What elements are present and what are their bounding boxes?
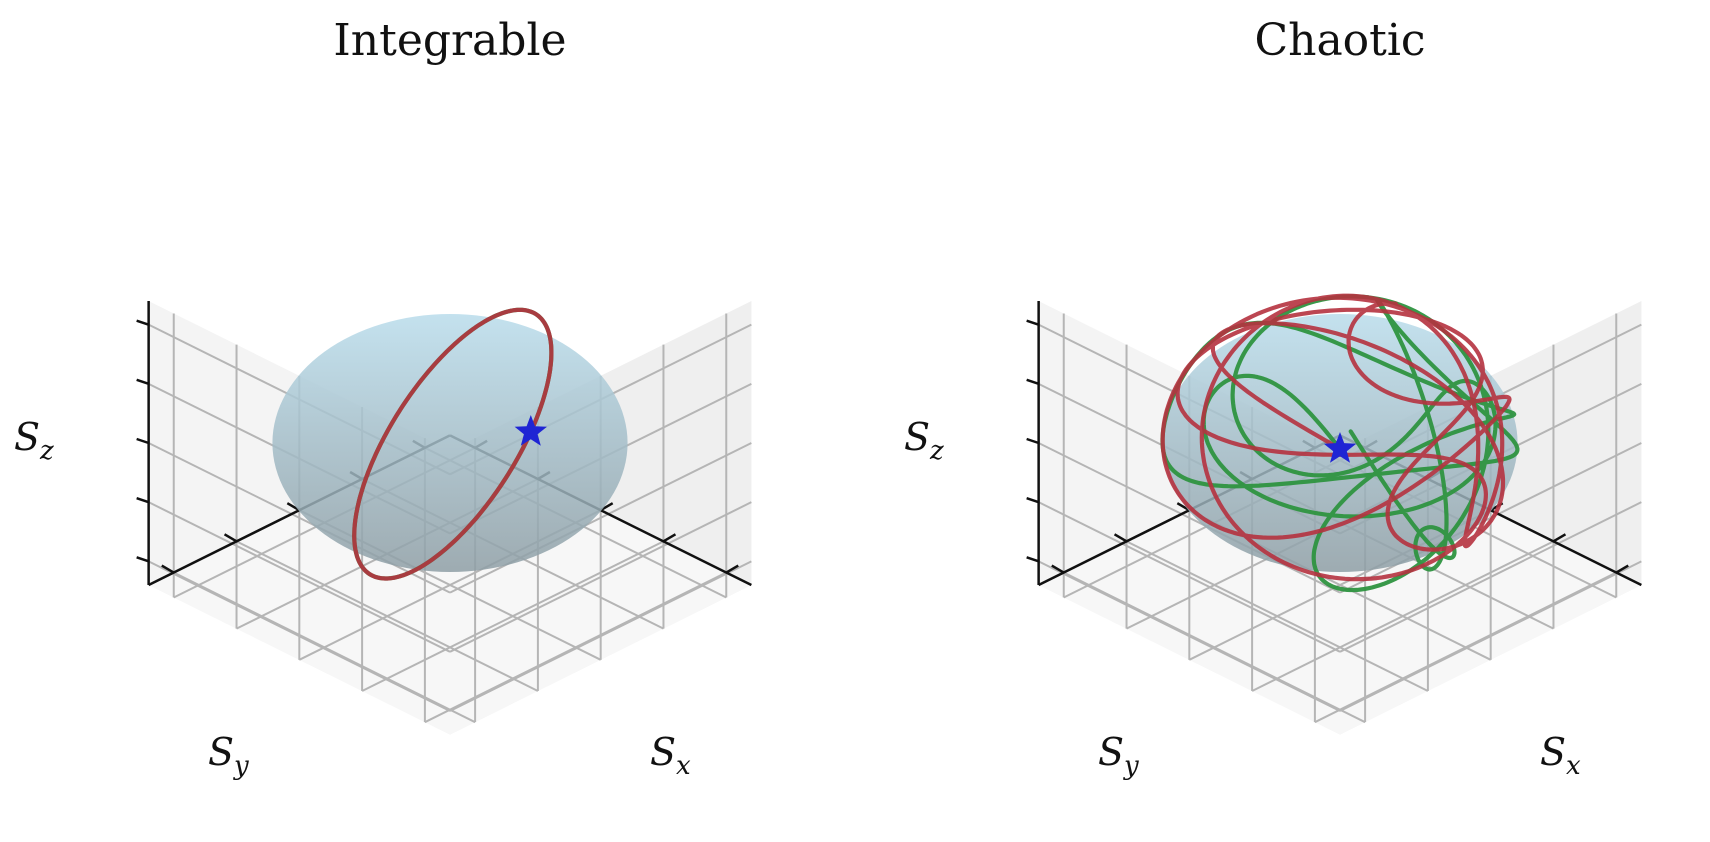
panel-title-chaotic: Chaotic [1254,15,1425,66]
x-axis-tick [1615,564,1629,574]
y-axis-tick [1176,502,1190,512]
z-axis-label-chaotic: Sz [904,415,944,466]
start-point-marker [514,415,547,446]
trajectory-green [1160,294,1520,593]
panel-integrable [136,301,752,735]
grid-line [1038,442,1341,594]
y-axis-tick [1113,533,1128,543]
grid-line [148,442,451,594]
z-axis-tick [1026,437,1040,445]
z-axis-tick [1026,496,1040,504]
y-axis-label-chaotic: Sy [1098,730,1139,781]
z-axis-tick [136,496,150,504]
panel-title-integrable: Integrable [333,15,566,66]
grid-line [449,442,752,594]
x-axis-tick [662,533,677,543]
y-axis-tick [161,564,175,574]
x-axis-tick [600,502,614,512]
x-axis-label-integrable: Sx [650,730,691,781]
x-axis-tick [725,564,739,574]
trajectory-red [1160,293,1512,582]
z-axis-label-integrable: Sz [14,415,54,466]
z-axis-tick [1026,556,1040,563]
y-axis-tick [223,533,238,543]
z-axis-tick [1026,378,1040,386]
trajectory-red [352,307,554,581]
bloch-sphere [272,314,628,572]
z-axis-tick [136,556,150,563]
z-axis-tick [1026,319,1040,326]
z-axis-tick [136,319,150,326]
x-axis-label-chaotic: Sx [1540,730,1581,781]
z-axis-tick [136,437,150,445]
panel-chaotic [1026,293,1642,735]
y-axis-tick [1051,564,1065,574]
z-axis-tick [136,378,150,386]
x-axis-tick [1552,533,1567,543]
start-point-marker [1323,432,1357,463]
y-axis-label-integrable: Sy [208,730,249,781]
y-axis-tick [286,502,300,512]
